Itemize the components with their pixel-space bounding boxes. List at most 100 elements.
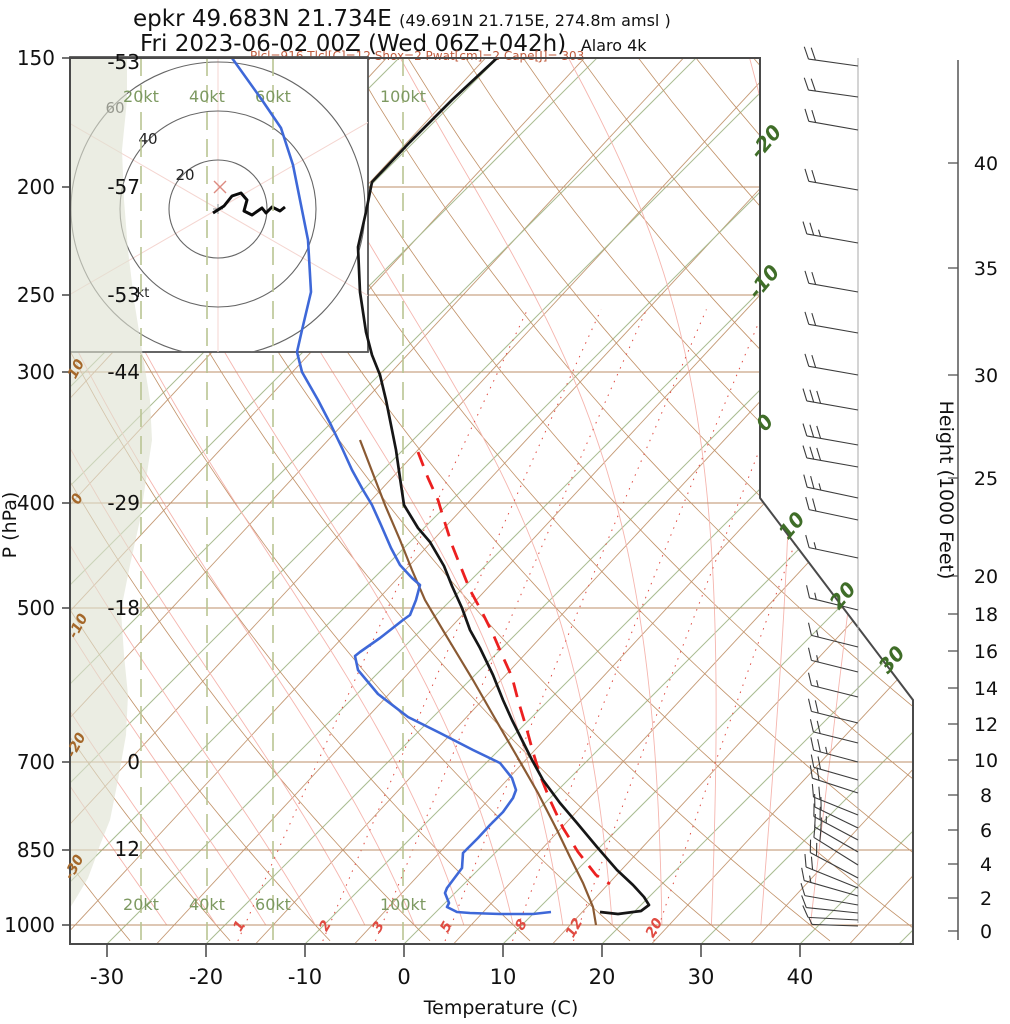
temp-tick-label: -20: [189, 965, 223, 989]
temperature-curve: [356, 58, 651, 916]
temp-tick-label: -30: [90, 965, 124, 989]
isotherm-label: 10: [773, 507, 809, 544]
height-tick-label: 30: [974, 365, 998, 387]
wind-barb-feather: [809, 765, 813, 779]
wind-barb-staff: [812, 923, 859, 927]
isotherm-label: 30: [873, 641, 909, 678]
height-tick-label: 2: [980, 888, 992, 910]
wind-barb-feather: [802, 221, 808, 235]
height-tick-label: 6: [980, 820, 992, 842]
wind-barb-feather: [811, 354, 817, 368]
mixing-ratio-label: 20: [643, 915, 667, 940]
wind-barb-feather: [809, 446, 815, 460]
mixing-ratio-label: 3: [369, 919, 388, 935]
wind-barb-half-feather: [816, 630, 819, 638]
station-coords-detail: (49.691N 21.715E, 274.8m amsl ): [399, 11, 671, 30]
wind-barb-feather: [804, 168, 810, 182]
height-tick-label: 12: [974, 714, 998, 736]
height-tick-label: 16: [974, 641, 998, 663]
wind-barb-feather: [818, 786, 821, 800]
wind-barb-half-feather: [816, 655, 819, 663]
level-temp-label: -57: [107, 175, 140, 199]
wind-barb-staff: [811, 659, 859, 673]
wind-barb-feather: [810, 475, 815, 489]
wind-barb-staff: [808, 547, 859, 559]
station-id: epkr 49.683N 21.734E: [133, 6, 392, 32]
wind-barb-half-feather: [809, 875, 812, 883]
temp-tick-label: 10: [490, 965, 517, 989]
wind-barb-feather: [809, 222, 815, 236]
height-tick-label: 25: [974, 468, 998, 490]
wind-barb-staff: [814, 806, 859, 829]
temp-tick-label: 20: [589, 965, 616, 989]
level-temp-labels: -53 -57 -53 -44 -29 -18 0 12: [107, 50, 140, 861]
height-tick-label: 10: [974, 750, 998, 772]
wind-barb-feather: [802, 445, 808, 459]
wind-barb-feather: [810, 47, 816, 61]
wind-barb-feather: [811, 784, 815, 798]
wind-barb-staff: [808, 365, 859, 376]
wind-barb-feather: [804, 270, 810, 284]
height-tick-label: 35: [974, 258, 998, 280]
wind-barb-feather: [805, 534, 810, 548]
level-temp-label: 12: [115, 837, 140, 861]
humidity-shading: [70, 58, 152, 908]
wind-barb-feather: [801, 867, 805, 881]
pressure-tick-label: 150: [17, 46, 55, 70]
temperature-axis-title: Temperature (C): [423, 997, 579, 1019]
storm-motion-marker: [213, 180, 227, 194]
height-tick-label: 40: [974, 153, 998, 175]
wind-barb-feather: [810, 856, 814, 870]
wind-barb-half-feather: [814, 592, 817, 600]
isotherm-label: -10: [743, 260, 785, 303]
wind-scale-label-bottom: 100kt: [380, 895, 426, 914]
wind-barb-feather: [811, 169, 817, 183]
pressure-tick-label: 400: [17, 491, 55, 515]
height-tick-label: 20: [974, 566, 998, 588]
wind-barb-feather: [809, 719, 814, 732]
wind-barb-feather: [807, 647, 812, 661]
level-temp-label: -53: [107, 283, 140, 307]
level-temp-label: 0: [127, 750, 140, 774]
wind-barb-staff: [806, 400, 859, 411]
isotherm-label: 0: [751, 409, 778, 435]
parcel-ascent-curve: [416, 451, 611, 886]
level-temp-label: -44: [107, 360, 140, 384]
wind-barb-staff: [809, 597, 859, 611]
wind-barb-feather: [800, 883, 806, 896]
wind-barb-feather: [816, 390, 822, 404]
wind-barb-feather: [810, 737, 815, 751]
mixing-ratio-label: 12: [563, 916, 587, 941]
wind-scale-label-bottom: 20kt: [123, 895, 159, 914]
mixing-ratio-label: 1: [230, 918, 249, 934]
pressure-tick-label: 850: [17, 838, 55, 862]
wind-barb-staff: [810, 852, 859, 879]
wind-barb-feather: [810, 78, 816, 92]
wind-scale-label-top: 100kt: [380, 87, 426, 106]
wind-barb-feather: [805, 496, 810, 510]
temperature-axis: -30 -20 -10 0 10 20 30 40 Temperature (C): [90, 944, 813, 1019]
wind-barb-feather: [816, 720, 821, 734]
plot-frame: [69, 57, 914, 945]
temp-tick-label: 30: [688, 965, 715, 989]
pressure-axis: 150 200 250 300 400 500 700 850 1000 P (hPa): [0, 46, 70, 937]
pressure-tick-label: 300: [17, 360, 55, 384]
height-tick-label: 14: [974, 678, 998, 700]
wind-barb-staff: [813, 749, 859, 763]
wind-barb-feather: [810, 754, 815, 768]
wind-barb-staff: [808, 180, 859, 191]
wind-barb-feather: [811, 109, 817, 123]
hodograph-ring-label: 40: [138, 130, 157, 148]
mixing-ratio-label: 2: [316, 918, 335, 934]
wind-barb-feather: [804, 854, 807, 868]
isotherm-label: -20: [745, 120, 787, 163]
height-tick-label: 18: [974, 604, 998, 626]
level-temp-label: -18: [107, 596, 140, 620]
wind-scale-label-top: 40kt: [189, 87, 225, 106]
wind-barb-half-feather: [825, 746, 828, 754]
wind-barb-feather: [807, 698, 812, 712]
model-name: Alaro 4k: [580, 36, 647, 55]
